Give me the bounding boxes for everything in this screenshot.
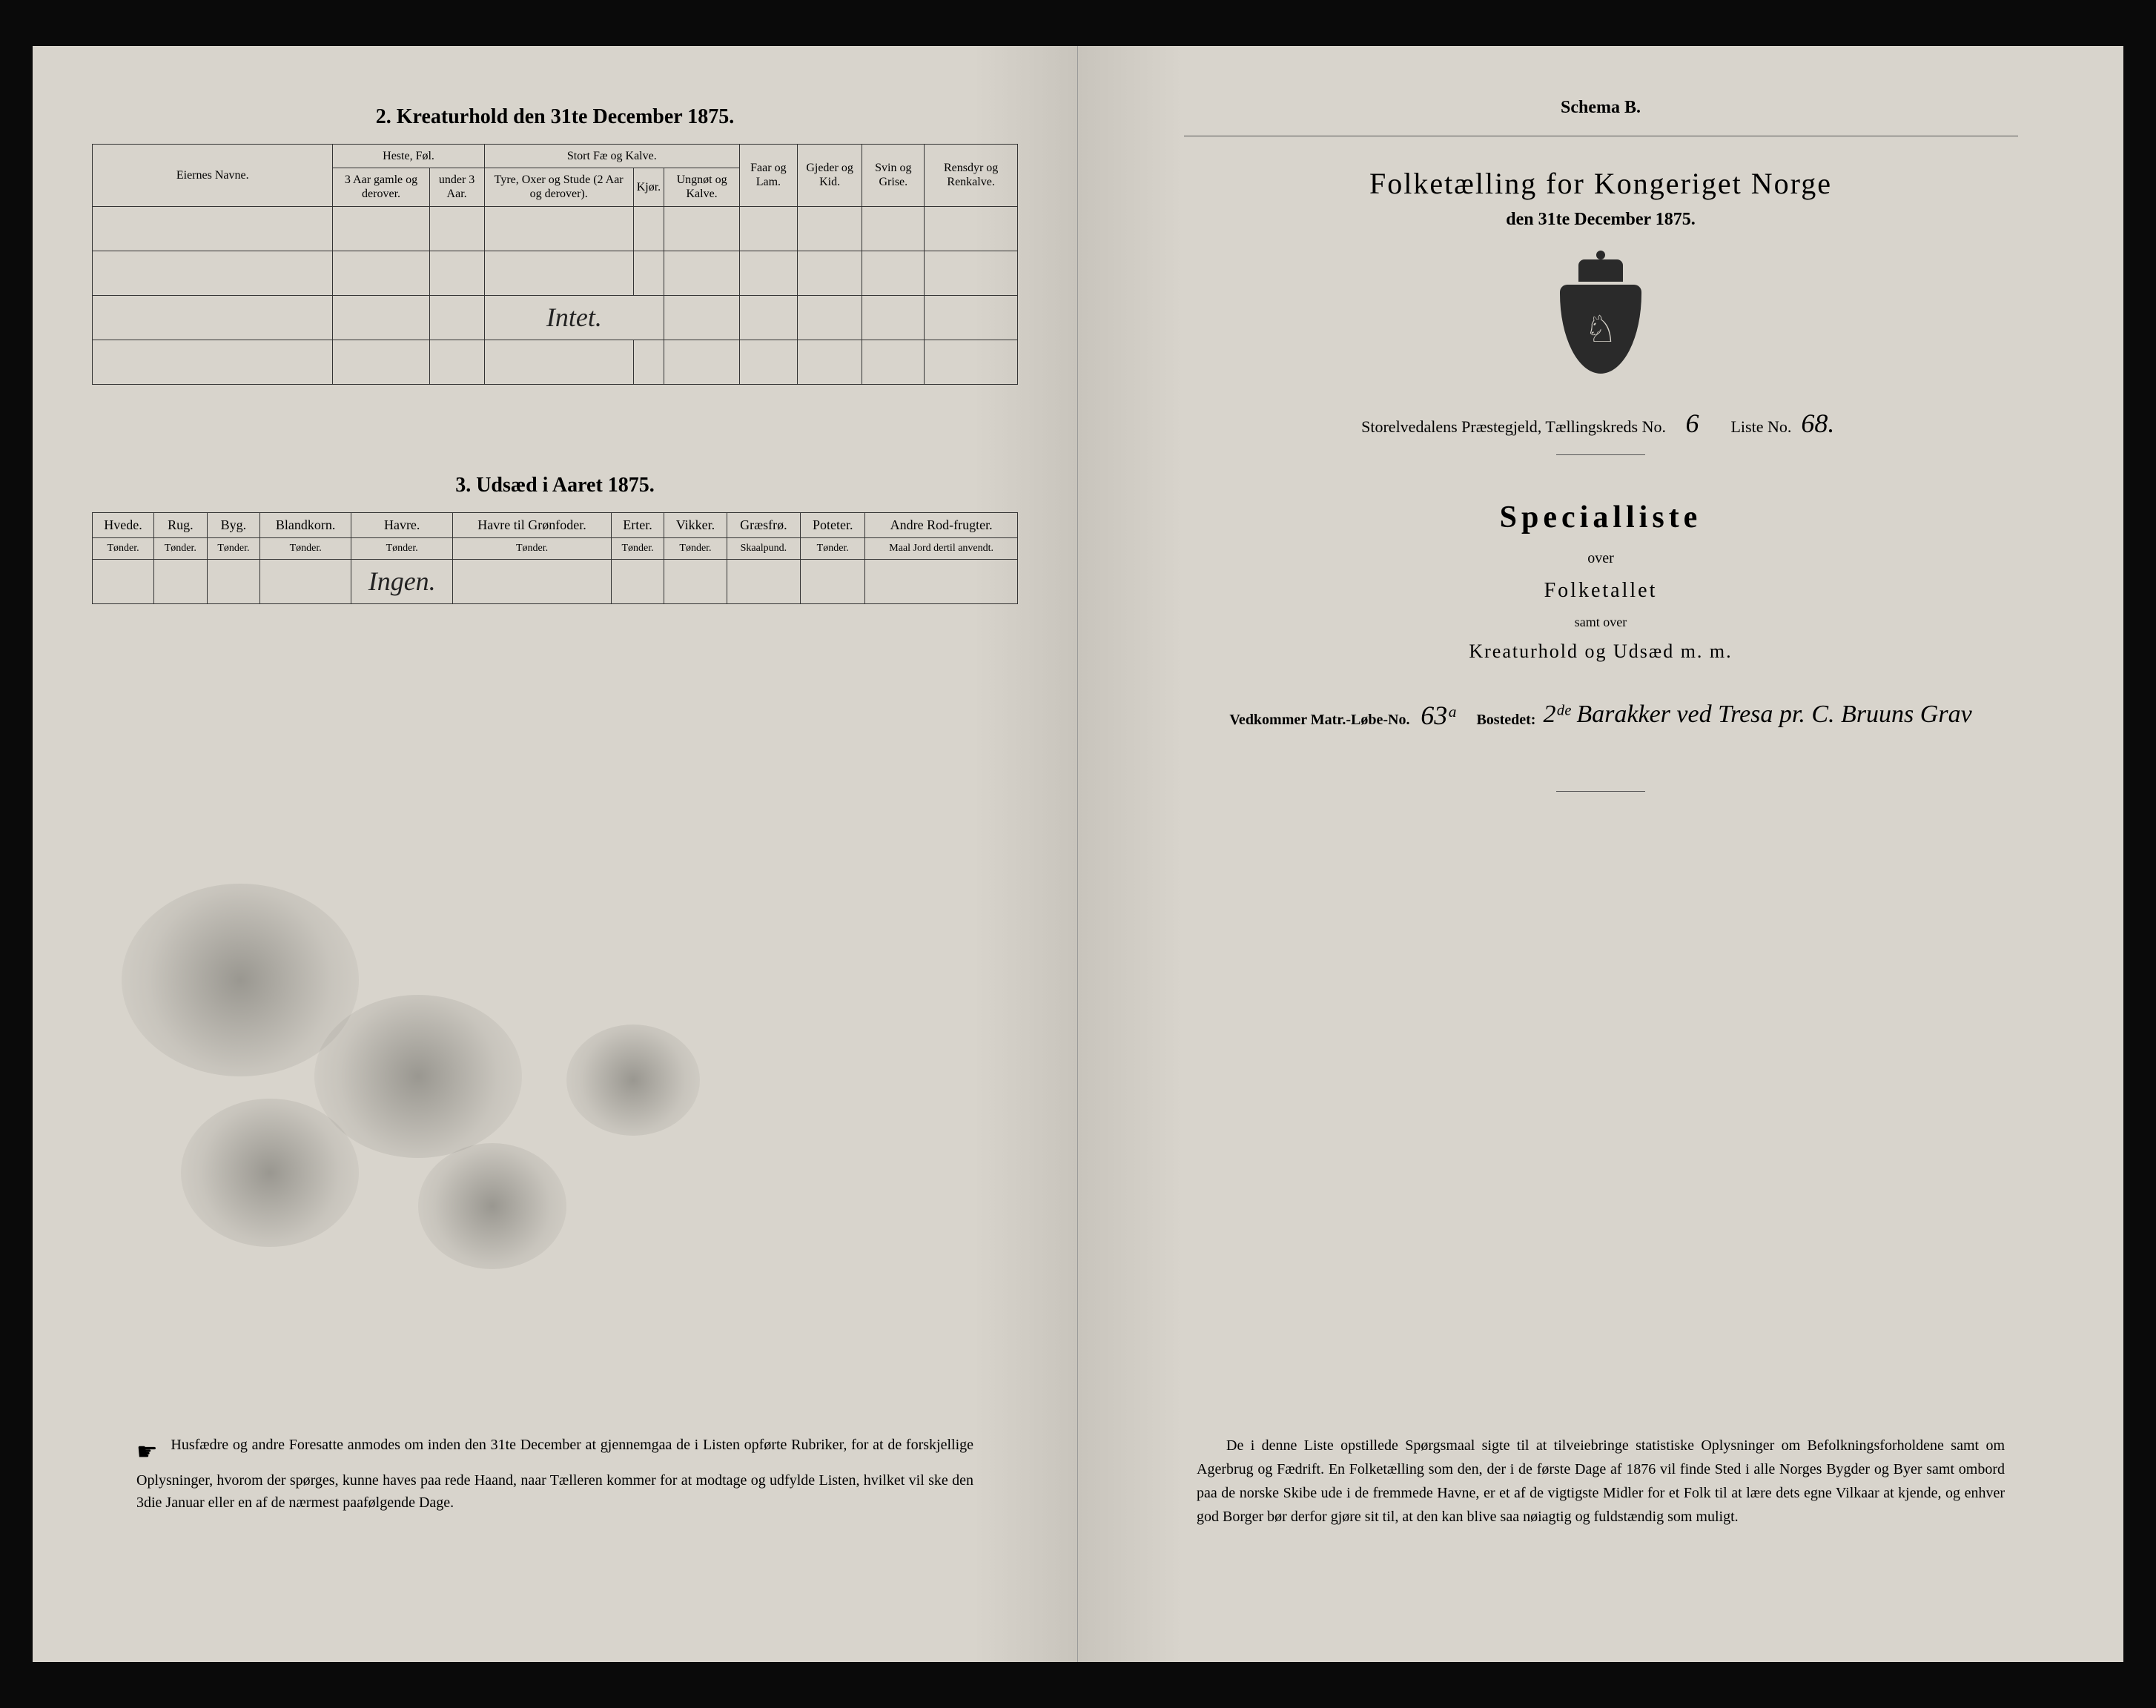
- livestock-table: Eiernes Navne. Heste, Føl. Stort Fæ og K…: [92, 144, 1018, 385]
- seed-col-sub: Skaalpund.: [727, 537, 801, 559]
- liste-label: Liste No.: [1730, 417, 1791, 436]
- census-date: den 31te December 1875.: [1137, 210, 2064, 230]
- seed-col-sub: Tønder.: [453, 537, 611, 559]
- section3-title: 3. Udsæd i Aaret 1875.: [92, 474, 1018, 497]
- schema-label: Schema B.: [1137, 98, 2064, 118]
- seed-col-head: Græsfrø.: [727, 512, 801, 537]
- seed-col-sub: Tønder.: [154, 537, 208, 559]
- left-footer: ☛ Husfædre og andre Foresatte anmodes om…: [136, 1434, 973, 1514]
- right-page: Schema B. Folketælling for Kongeriget No…: [1078, 46, 2123, 1662]
- seed-cell: [664, 559, 727, 603]
- col-rensdyr: Rensdyr og Renkalve.: [925, 145, 1018, 207]
- stain: [122, 884, 359, 1076]
- seed-cell: [865, 559, 1018, 603]
- seed-cell: [801, 559, 865, 603]
- seed-table: Hvede.Rug.Byg.Blandkorn.Havre.Havre til …: [92, 512, 1018, 604]
- matr-label: Vedkommer Matr.-Løbe-No.: [1229, 712, 1409, 728]
- census-title: Folketælling for Kongeriget Norge: [1137, 166, 2064, 201]
- seed-cell: [260, 559, 351, 603]
- section2-title: 2. Kreaturhold den 31te December 1875.: [92, 105, 1018, 129]
- liste-no: 68.: [1796, 408, 1840, 440]
- seed-col-sub: Tønder.: [664, 537, 727, 559]
- kreatur-label: Kreaturhold og Udsæd m. m.: [1137, 640, 2064, 663]
- seed-col-sub: Tønder.: [207, 537, 260, 559]
- left-footer-text: Husfædre og andre Foresatte anmodes om i…: [136, 1437, 973, 1511]
- seed-col-sub: Tønder.: [611, 537, 664, 559]
- over-label: over: [1137, 550, 2064, 567]
- page-spread: 2. Kreaturhold den 31te December 1875. E…: [33, 46, 2123, 1662]
- seed-cell: [93, 559, 154, 603]
- seed-col-head: Andre Rod-frugter.: [865, 512, 1018, 537]
- sub-heste-b: under 3 Aar.: [429, 168, 484, 206]
- matr-line: Vedkommer Matr.-Løbe-No. 63ᵃ Bostedet: 2…: [1137, 700, 2064, 732]
- seed-cell: [611, 559, 664, 603]
- stain: [418, 1143, 566, 1269]
- stain: [566, 1025, 700, 1136]
- seed-col-head: Blandkorn.: [260, 512, 351, 537]
- seed-col-head: Poteter.: [801, 512, 865, 537]
- sub-fae-a: Tyre, Oxer og Stude (2 Aar og derover).: [484, 168, 633, 206]
- col-svin: Svin og Grise.: [862, 145, 925, 207]
- matr-no: 63ᵃ: [1417, 700, 1461, 732]
- seed-cell: [727, 559, 801, 603]
- folketallet-label: Folketallet: [1137, 579, 2064, 603]
- sub-heste-a: 3 Aar gamle og derover.: [333, 168, 429, 206]
- coat-of-arms-icon: ♘: [1552, 259, 1649, 378]
- right-footer-text: De i denne Liste opstillede Spørgsmaal s…: [1197, 1434, 2005, 1529]
- bosted-label: Bostedet:: [1476, 712, 1535, 728]
- col-faar: Faar og Lam.: [739, 145, 797, 207]
- district-line: Storelvedalens Præstegjeld, Tællingskred…: [1137, 408, 2064, 440]
- livestock-value: Intet.: [546, 302, 602, 332]
- seed-col-sub: Tønder.: [93, 537, 154, 559]
- bosted-value: 2ᵈᵉ Barakker ved Tresa pr. C. Bruuns Gra…: [1543, 700, 1971, 730]
- seed-col-head: Erter.: [611, 512, 664, 537]
- left-page: 2. Kreaturhold den 31te December 1875. E…: [33, 46, 1078, 1662]
- stain: [181, 1099, 359, 1247]
- sub-fae-b: Kjør.: [633, 168, 664, 206]
- district-label: Storelvedalens Præstegjeld, Tællingskred…: [1361, 417, 1666, 436]
- pointing-hand-icon: ☛: [136, 1434, 158, 1469]
- seed-cell: Ingen.: [351, 559, 453, 603]
- seed-col-sub: Tønder.: [260, 537, 351, 559]
- scan-frame: 2. Kreaturhold den 31te December 1875. E…: [33, 46, 2123, 1662]
- col-eier: Eiernes Navne.: [93, 145, 333, 207]
- seed-col-sub: Tønder.: [801, 537, 865, 559]
- seed-col-sub: Tønder.: [351, 537, 453, 559]
- rule: [1556, 454, 1645, 455]
- seed-col-head: Rug.: [154, 512, 208, 537]
- col-gjeder: Gjeder og Kid.: [797, 145, 862, 207]
- seed-cell: [453, 559, 611, 603]
- seed-col-sub: Maal Jord dertil anvendt.: [865, 537, 1018, 559]
- grp-storfae: Stort Fæ og Kalve.: [484, 145, 739, 168]
- samt-label: samt over: [1137, 615, 2064, 630]
- grp-heste: Heste, Føl.: [333, 145, 484, 168]
- seed-col-head: Hvede.: [93, 512, 154, 537]
- seed-value: Ingen.: [368, 566, 436, 596]
- seed-cell: [207, 559, 260, 603]
- seed-col-head: Vikker.: [664, 512, 727, 537]
- seed-cell: [154, 559, 208, 603]
- stain: [314, 995, 522, 1158]
- kreds-no: 6: [1670, 408, 1714, 440]
- rule: [1556, 791, 1645, 792]
- specialliste-title: Specialliste: [1137, 500, 2064, 535]
- seed-col-head: Havre.: [351, 512, 453, 537]
- seed-col-head: Havre til Grønfoder.: [453, 512, 611, 537]
- seed-col-head: Byg.: [207, 512, 260, 537]
- sub-fae-c: Ungnøt og Kalve.: [664, 168, 740, 206]
